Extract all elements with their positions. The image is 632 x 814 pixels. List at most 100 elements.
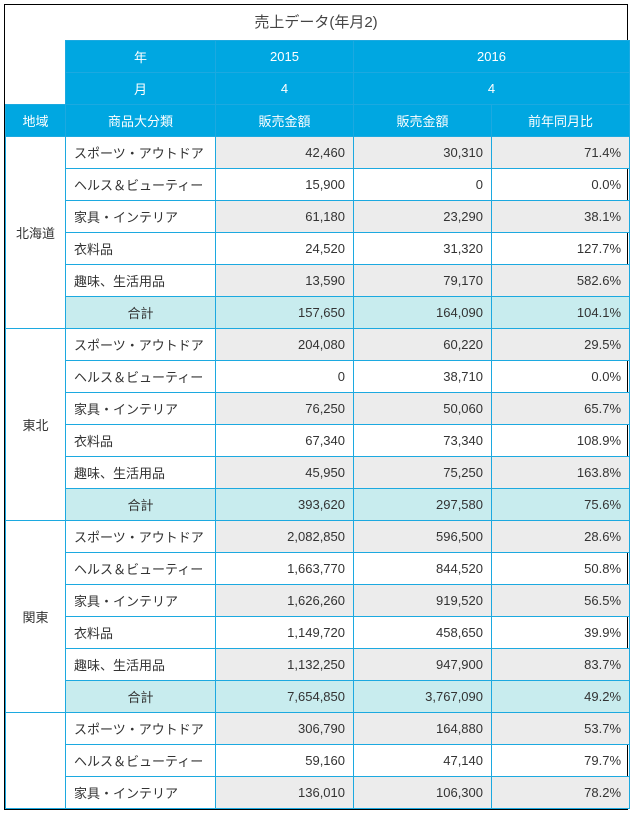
table-row: 家具・インテリア76,25050,06065.7% bbox=[6, 393, 630, 425]
header-month-2015: 4 bbox=[216, 73, 354, 105]
table-row: 衣料品24,52031,320127.7% bbox=[6, 233, 630, 265]
value-cell: 59,160 bbox=[216, 745, 354, 777]
value-cell: 67,340 bbox=[216, 425, 354, 457]
value-cell: 45,950 bbox=[216, 457, 354, 489]
value-cell: 56.5% bbox=[492, 585, 630, 617]
value-cell: 582.6% bbox=[492, 265, 630, 297]
value-cell: 78.2% bbox=[492, 777, 630, 809]
table-row: ヘルス＆ビューティー15,90000.0% bbox=[6, 169, 630, 201]
category-cell: 趣味、生活用品 bbox=[66, 649, 216, 681]
value-cell: 13,590 bbox=[216, 265, 354, 297]
value-cell: 60,220 bbox=[354, 329, 492, 361]
value-cell: 108.9% bbox=[492, 425, 630, 457]
subtotal-value: 297,580 bbox=[354, 489, 492, 521]
header-metric-2016-yoy: 前年同月比 bbox=[492, 105, 630, 137]
value-cell: 0.0% bbox=[492, 169, 630, 201]
table-row: 家具・インテリア61,18023,29038.1% bbox=[6, 201, 630, 233]
value-cell: 83.7% bbox=[492, 649, 630, 681]
value-cell: 73,340 bbox=[354, 425, 492, 457]
value-cell: 79,170 bbox=[354, 265, 492, 297]
subtotal-value: 3,767,090 bbox=[354, 681, 492, 713]
value-cell: 23,290 bbox=[354, 201, 492, 233]
category-cell: 衣料品 bbox=[66, 425, 216, 457]
value-cell: 75,250 bbox=[354, 457, 492, 489]
value-cell: 29.5% bbox=[492, 329, 630, 361]
value-cell: 39.9% bbox=[492, 617, 630, 649]
value-cell: 0 bbox=[216, 361, 354, 393]
value-cell: 47,140 bbox=[354, 745, 492, 777]
value-cell: 596,500 bbox=[354, 521, 492, 553]
category-cell: 家具・インテリア bbox=[66, 393, 216, 425]
value-cell: 204,080 bbox=[216, 329, 354, 361]
value-cell: 50,060 bbox=[354, 393, 492, 425]
subtotal-label: 合計 bbox=[66, 297, 216, 329]
value-cell: 30,310 bbox=[354, 137, 492, 169]
category-cell: 衣料品 bbox=[66, 233, 216, 265]
value-cell: 24,520 bbox=[216, 233, 354, 265]
subtotal-value: 49.2% bbox=[492, 681, 630, 713]
category-cell: スポーツ・アウトドア bbox=[66, 329, 216, 361]
header-blank bbox=[6, 41, 66, 105]
table-row: 衣料品1,149,720458,65039.9% bbox=[6, 617, 630, 649]
value-cell: 42,460 bbox=[216, 137, 354, 169]
subtotal-row: 合計157,650164,090104.1% bbox=[6, 297, 630, 329]
value-cell: 458,650 bbox=[354, 617, 492, 649]
value-cell: 61,180 bbox=[216, 201, 354, 233]
table-row: ヘルス＆ビューティー59,16047,14079.7% bbox=[6, 745, 630, 777]
subtotal-label: 合計 bbox=[66, 681, 216, 713]
value-cell: 0.0% bbox=[492, 361, 630, 393]
value-cell: 38,710 bbox=[354, 361, 492, 393]
category-cell: 家具・インテリア bbox=[66, 585, 216, 617]
value-cell: 919,520 bbox=[354, 585, 492, 617]
value-cell: 50.8% bbox=[492, 553, 630, 585]
subtotal-value: 164,090 bbox=[354, 297, 492, 329]
subtotal-label: 合計 bbox=[66, 489, 216, 521]
value-cell: 28.6% bbox=[492, 521, 630, 553]
value-cell: 79.7% bbox=[492, 745, 630, 777]
table-row: 趣味、生活用品1,132,250947,90083.7% bbox=[6, 649, 630, 681]
value-cell: 0 bbox=[354, 169, 492, 201]
category-cell: 趣味、生活用品 bbox=[66, 265, 216, 297]
table-row: 家具・インテリア1,626,260919,52056.5% bbox=[6, 585, 630, 617]
value-cell: 71.4% bbox=[492, 137, 630, 169]
value-cell: 1,663,770 bbox=[216, 553, 354, 585]
subtotal-value: 393,620 bbox=[216, 489, 354, 521]
region-cell: 北海道 bbox=[6, 137, 66, 329]
category-cell: ヘルス＆ビューティー bbox=[66, 553, 216, 585]
region-cell: 関東 bbox=[6, 521, 66, 713]
category-cell: 趣味、生活用品 bbox=[66, 457, 216, 489]
header-month-label: 月 bbox=[66, 73, 216, 105]
table-row: 衣料品67,34073,340108.9% bbox=[6, 425, 630, 457]
value-cell: 65.7% bbox=[492, 393, 630, 425]
table-row: 趣味、生活用品45,95075,250163.8% bbox=[6, 457, 630, 489]
subtotal-row: 合計7,654,8503,767,09049.2% bbox=[6, 681, 630, 713]
value-cell: 106,300 bbox=[354, 777, 492, 809]
region-cell: 東北 bbox=[6, 329, 66, 521]
category-cell: ヘルス＆ビューティー bbox=[66, 169, 216, 201]
pivot-table: 年 2015 2016 月 4 4 地域 商品大分類 販売金額 販売金額 前年同… bbox=[5, 40, 630, 809]
region-cell bbox=[6, 713, 66, 809]
category-cell: 家具・インテリア bbox=[66, 201, 216, 233]
header-year-2015: 2015 bbox=[216, 41, 354, 73]
value-cell: 136,010 bbox=[216, 777, 354, 809]
value-cell: 947,900 bbox=[354, 649, 492, 681]
value-cell: 15,900 bbox=[216, 169, 354, 201]
value-cell: 31,320 bbox=[354, 233, 492, 265]
subtotal-value: 7,654,850 bbox=[216, 681, 354, 713]
report-title: 売上データ(年月2) bbox=[5, 5, 627, 40]
header-category: 商品大分類 bbox=[66, 105, 216, 137]
category-cell: 衣料品 bbox=[66, 617, 216, 649]
table-row: 東北スポーツ・アウトドア204,08060,22029.5% bbox=[6, 329, 630, 361]
value-cell: 38.1% bbox=[492, 201, 630, 233]
report-frame: 売上データ(年月2) 年 2015 2016 月 4 4 地域 商品大分類 販売… bbox=[4, 4, 628, 810]
value-cell: 1,149,720 bbox=[216, 617, 354, 649]
category-cell: ヘルス＆ビューティー bbox=[66, 361, 216, 393]
subtotal-row: 合計393,620297,58075.6% bbox=[6, 489, 630, 521]
table-row: 関東スポーツ・アウトドア2,082,850596,50028.6% bbox=[6, 521, 630, 553]
header-metric-2016-sales: 販売金額 bbox=[354, 105, 492, 137]
category-cell: スポーツ・アウトドア bbox=[66, 137, 216, 169]
table-row: 北海道スポーツ・アウトドア42,46030,31071.4% bbox=[6, 137, 630, 169]
subtotal-value: 157,650 bbox=[216, 297, 354, 329]
subtotal-value: 104.1% bbox=[492, 297, 630, 329]
value-cell: 163.8% bbox=[492, 457, 630, 489]
